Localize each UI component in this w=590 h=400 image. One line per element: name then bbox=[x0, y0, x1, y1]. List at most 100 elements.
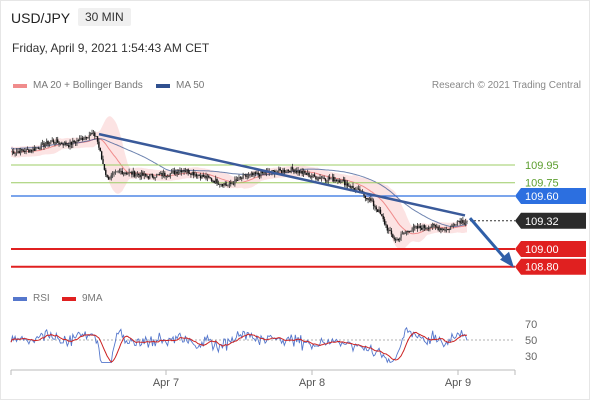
candle-body bbox=[117, 171, 119, 173]
candle-body bbox=[195, 174, 198, 177]
candle-body bbox=[250, 173, 253, 175]
candle-body bbox=[51, 140, 53, 142]
legend-swatch-rsi bbox=[13, 296, 27, 301]
candle-body bbox=[315, 176, 317, 180]
candle-body bbox=[102, 159, 104, 165]
candle-body bbox=[375, 207, 378, 210]
candle-body bbox=[411, 229, 413, 232]
pivot-label: 109.60 bbox=[525, 191, 559, 203]
candle-body bbox=[396, 238, 398, 240]
candle-body bbox=[176, 171, 178, 174]
candle-body bbox=[214, 178, 217, 183]
candle-body bbox=[352, 185, 354, 189]
candle-body bbox=[118, 171, 121, 173]
candle-body bbox=[264, 172, 266, 174]
candle-body bbox=[238, 177, 240, 181]
candle-body bbox=[284, 171, 287, 173]
candle-body bbox=[142, 172, 144, 176]
candle-body bbox=[80, 137, 82, 139]
candle-body bbox=[138, 173, 140, 176]
candle-body bbox=[217, 183, 220, 185]
candle-body bbox=[426, 227, 428, 229]
candle-body bbox=[252, 173, 254, 175]
resistance-trendline bbox=[98, 132, 466, 217]
candle-body bbox=[320, 178, 323, 179]
candle-body bbox=[293, 169, 295, 173]
candle-body bbox=[165, 176, 167, 177]
candle-body bbox=[278, 168, 280, 172]
candle-body bbox=[317, 177, 320, 179]
candle-body bbox=[464, 221, 467, 223]
candle-body bbox=[353, 188, 356, 191]
candle-body bbox=[334, 179, 336, 182]
candle-body bbox=[392, 234, 394, 238]
candle-body bbox=[73, 140, 75, 143]
candle-body bbox=[241, 177, 243, 179]
candle-body bbox=[155, 174, 158, 178]
projection-arrow-shaft bbox=[468, 217, 511, 265]
candle-body bbox=[70, 141, 73, 145]
candle-body bbox=[135, 174, 137, 177]
candle-body bbox=[120, 170, 122, 172]
candle-body bbox=[440, 228, 442, 231]
candle-body bbox=[418, 226, 420, 229]
candle-body bbox=[394, 239, 397, 241]
candle-body bbox=[25, 149, 27, 152]
candle-body bbox=[297, 170, 299, 173]
candle-body bbox=[298, 170, 301, 174]
candle-body bbox=[209, 177, 211, 179]
legend-bollinger-label: MA 20 + Bollinger Bands bbox=[33, 80, 143, 91]
candle-body bbox=[427, 227, 430, 229]
candle-body bbox=[419, 226, 422, 229]
timeframe-badge[interactable]: 30 MIN bbox=[78, 8, 131, 26]
candle-body bbox=[449, 226, 452, 230]
candle-body bbox=[111, 173, 114, 175]
candle-body bbox=[44, 144, 47, 147]
candle-body bbox=[311, 176, 313, 178]
candle-body bbox=[161, 172, 163, 177]
candle-body bbox=[30, 150, 33, 152]
candle-body bbox=[190, 173, 192, 175]
candle-body bbox=[279, 168, 281, 171]
candle-body bbox=[313, 174, 316, 177]
candle-body bbox=[56, 139, 59, 143]
candle-body bbox=[235, 179, 237, 181]
candle-body bbox=[121, 170, 123, 175]
candle-body bbox=[382, 215, 384, 220]
candle-body bbox=[84, 137, 86, 139]
candle-body bbox=[205, 175, 207, 179]
candle-body bbox=[132, 171, 134, 175]
candle-body bbox=[460, 220, 463, 224]
candle-body bbox=[88, 135, 90, 138]
candle-body bbox=[89, 133, 92, 136]
candle-body bbox=[76, 140, 78, 143]
candle-body bbox=[456, 220, 459, 225]
copyright-text: Research © 2021 Trading Central bbox=[431, 80, 581, 91]
candle-body bbox=[202, 174, 204, 177]
candle-body bbox=[312, 174, 314, 177]
candle-body bbox=[105, 169, 107, 175]
support-label-109.00: 109.00 bbox=[525, 244, 559, 256]
candle-body bbox=[335, 179, 338, 182]
candle-body bbox=[151, 174, 154, 178]
candle-body bbox=[28, 149, 30, 153]
candle-body bbox=[69, 141, 71, 147]
candle-body bbox=[231, 183, 233, 185]
candle-body bbox=[400, 234, 402, 238]
candle-body bbox=[378, 209, 380, 212]
candle-body bbox=[206, 175, 209, 179]
candle-body bbox=[62, 144, 64, 146]
candle-body bbox=[261, 171, 264, 174]
candle-body bbox=[437, 227, 439, 231]
legend-bollinger: MA 20 + Bollinger Bands bbox=[13, 80, 143, 91]
candle-body bbox=[40, 143, 42, 149]
candle-body bbox=[83, 138, 85, 141]
candle-body bbox=[316, 178, 318, 180]
candle-body bbox=[436, 226, 438, 228]
current-price-label: 109.32 bbox=[525, 216, 559, 228]
candle-body bbox=[239, 177, 242, 179]
candle-body bbox=[466, 221, 468, 222]
candle-body bbox=[345, 183, 347, 186]
candle-body bbox=[139, 175, 141, 178]
current-price-tag bbox=[515, 212, 586, 229]
